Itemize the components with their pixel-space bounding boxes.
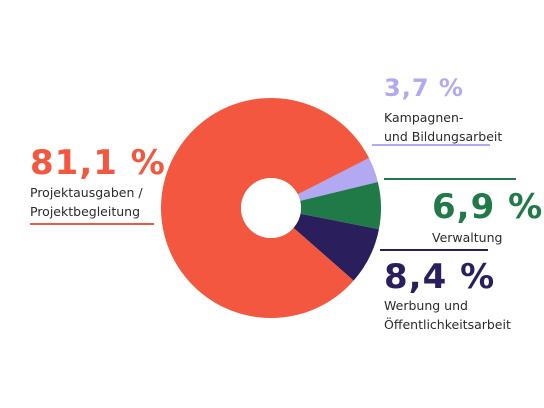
desc-line: Kampagnen- bbox=[384, 110, 464, 125]
slice-label-kampagnen-desc: Kampagnen- und Bildungsarbeit bbox=[384, 108, 502, 146]
slice-werbung bbox=[293, 213, 379, 281]
slice-projektausgaben bbox=[160, 98, 370, 318]
label-underline-werbung bbox=[380, 249, 488, 251]
desc-line: Projektausgaben / bbox=[30, 185, 143, 200]
donut-hole bbox=[241, 178, 301, 238]
label-underline-projektausgaben bbox=[30, 223, 154, 225]
label-underline-kampagnen bbox=[372, 144, 490, 146]
desc-line: Verwaltung bbox=[432, 230, 503, 245]
desc-line: und Bildungsarbeit bbox=[384, 129, 503, 144]
slice-verwaltung bbox=[300, 181, 381, 230]
slice-label-kampagnen-pct: 3,7 % bbox=[384, 74, 464, 102]
slice-label-verwaltung-pct: 6,9 % bbox=[432, 187, 544, 227]
slice-label-werbung-desc: Werbung und Öffentlichkeitsarbeit bbox=[384, 296, 511, 334]
desc-line: Werbung und bbox=[384, 298, 468, 313]
slice-label-projektausgaben-desc: Projektausgaben / Projektbegleitung bbox=[30, 183, 143, 221]
slice-kampagnen bbox=[297, 158, 378, 201]
desc-line: Öffentlichkeitsarbeit bbox=[384, 317, 511, 332]
desc-line: Projektbegleitung bbox=[30, 204, 141, 219]
label-underline-verwaltung bbox=[384, 178, 516, 180]
slice-label-werbung-pct: 8,4 % bbox=[384, 257, 496, 297]
slice-label-projektausgaben-pct: 81,1 % bbox=[30, 143, 166, 183]
slice-label-verwaltung-desc: Verwaltung bbox=[432, 228, 502, 247]
